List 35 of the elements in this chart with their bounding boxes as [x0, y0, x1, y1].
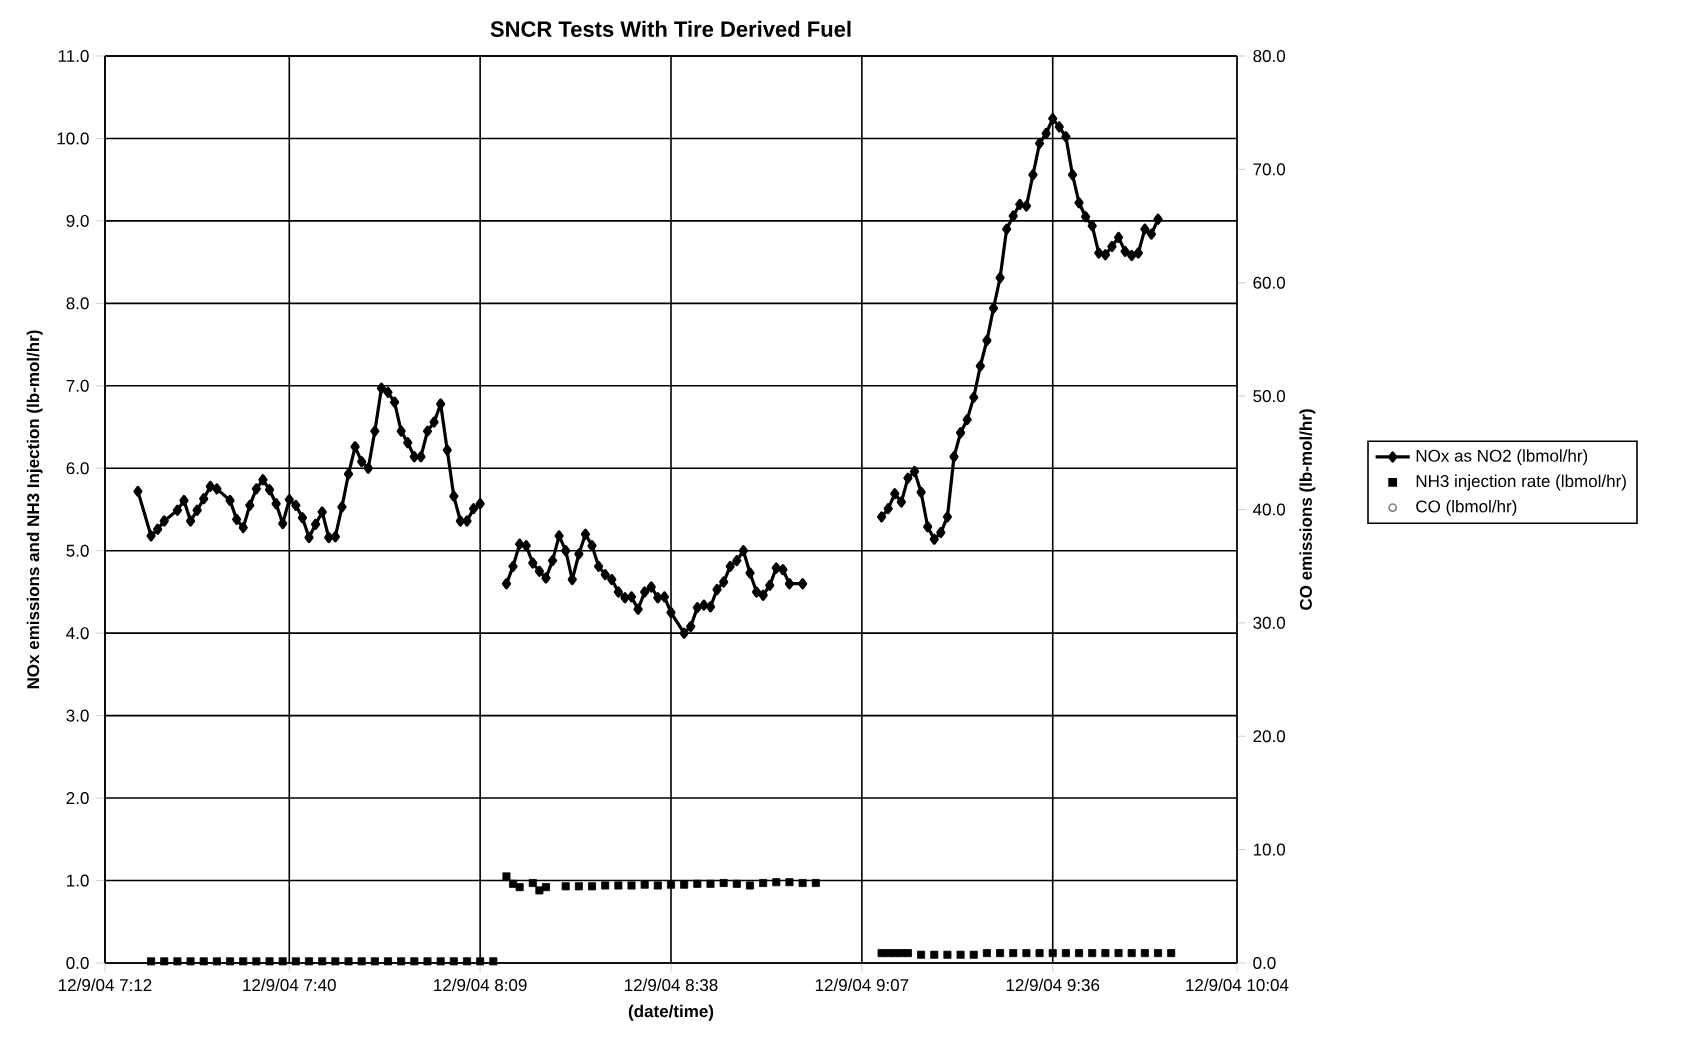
chart-title: SNCR Tests With Tire Derived Fuel [490, 20, 851, 37]
y-tick-label: 4.0 [66, 627, 89, 640]
x-tick-label: 12/9/04 7:40 [243, 978, 336, 992]
x-tick-label: 12/9/04 8:09 [434, 978, 527, 992]
y2-tick-label: 40.0 [1253, 503, 1286, 516]
y-tick-label: 9.0 [66, 214, 89, 227]
legend-label: NH3 injection rate (lbmol/hr) [1416, 474, 1626, 491]
y-tick-label: 3.0 [66, 709, 89, 722]
y-tick-label: 0.0 [66, 956, 89, 969]
y-tick-label: 7.0 [66, 379, 89, 392]
y-tick-label: 5.0 [66, 544, 89, 557]
legend-label: CO (lbmol/hr) [1416, 499, 1517, 516]
x-tick-label: 12/9/04 8:38 [625, 978, 718, 992]
legend-label: NOx as NO2 (lbmol/hr) [1416, 449, 1588, 466]
y2-tick-label: 50.0 [1253, 390, 1286, 403]
y2-tick-label: 70.0 [1253, 163, 1286, 176]
x-tick-label: 12/9/04 9:36 [1006, 978, 1100, 992]
y2-tick-label: 10.0 [1253, 843, 1286, 856]
y-tick-label: 6.0 [66, 462, 89, 475]
y2-tick-label: 30.0 [1253, 616, 1286, 629]
x-tick-label: 12/9/04 7:12 [59, 978, 152, 992]
y2-tick-label: 60.0 [1253, 276, 1286, 289]
y-tick-label: 10.0 [57, 132, 89, 145]
y-tick-label: 8.0 [66, 297, 89, 310]
x-axis-title: (date/time) [628, 1004, 714, 1021]
y2-tick-label: 20.0 [1253, 730, 1286, 743]
x-tick-label: 12/9/04 10:04 [1186, 978, 1289, 992]
y2-tick-label: 0.0 [1253, 956, 1276, 969]
y-axis-title: NOx emissions and NH3 Injection (lb-mol/hr) [26, 330, 43, 689]
y-tick-label: 2.0 [66, 792, 89, 805]
x-tick-label: 12/9/04 9:07 [815, 978, 909, 992]
y-tick-label: 11.0 [58, 49, 89, 62]
y2-axis-title: CO emissions (lb-mol/hr) [1299, 409, 1316, 610]
y-tick-label: 1.0 [67, 874, 89, 887]
y2-tick-label: 80.0 [1253, 50, 1286, 63]
